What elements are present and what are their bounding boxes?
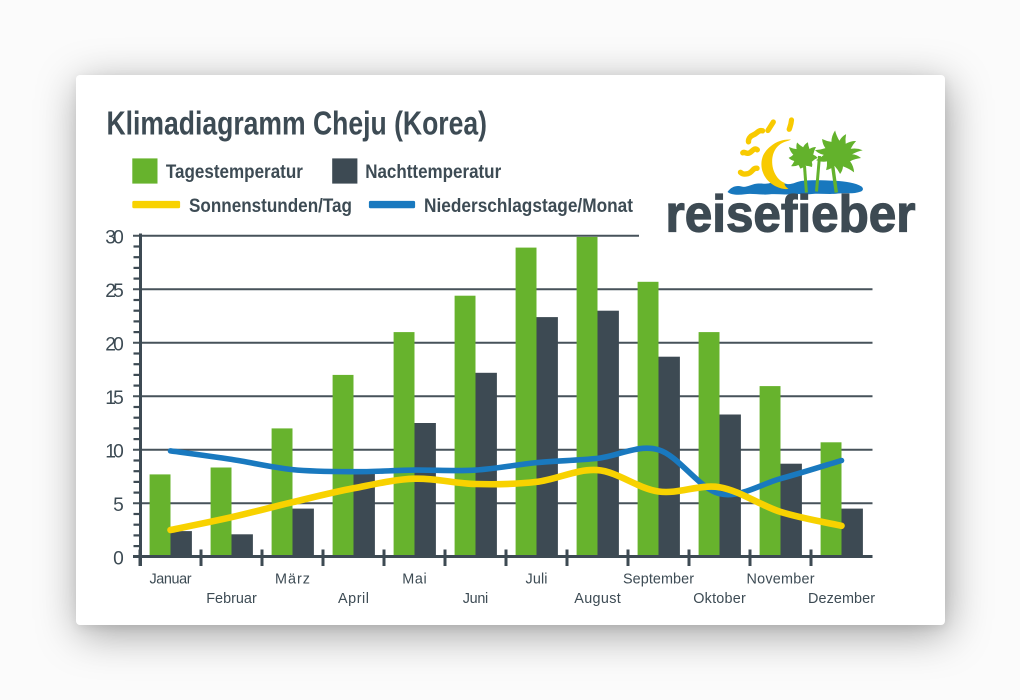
- svg-text:30: 30: [105, 227, 124, 248]
- svg-text:5: 5: [113, 495, 124, 516]
- svg-text:15: 15: [105, 388, 124, 409]
- svg-text:Mai: Mai: [402, 572, 427, 588]
- svg-text:0: 0: [113, 548, 124, 569]
- svg-text:Nachttemperatur: Nachttemperatur: [365, 162, 502, 183]
- svg-text:Niederschlagstage/Monat: Niederschlagstage/Monat: [424, 196, 634, 217]
- svg-text:Klimadiagramm Cheju (Korea): Klimadiagramm Cheju (Korea): [107, 105, 488, 142]
- svg-text:Januar: Januar: [150, 572, 192, 588]
- svg-text:August: August: [574, 591, 621, 607]
- svg-text:November: November: [747, 572, 815, 588]
- svg-text:Sonnenstunden/Tag: Sonnenstunden/Tag: [189, 196, 352, 217]
- svg-text:25: 25: [105, 281, 124, 302]
- svg-text:Februar: Februar: [206, 591, 257, 607]
- svg-text:Dezember: Dezember: [808, 591, 875, 607]
- svg-text:10: 10: [105, 441, 124, 462]
- svg-text:März: März: [275, 572, 310, 588]
- svg-text:Oktober: Oktober: [693, 591, 746, 607]
- svg-text:April: April: [338, 591, 369, 607]
- svg-text:September: September: [623, 572, 694, 588]
- svg-text:reisefieber: reisefieber: [666, 186, 916, 244]
- svg-text:Juli: Juli: [526, 572, 548, 588]
- svg-text:Juni: Juni: [463, 591, 489, 607]
- svg-text:20: 20: [105, 334, 124, 355]
- svg-text:Tagestemperatur: Tagestemperatur: [166, 162, 304, 183]
